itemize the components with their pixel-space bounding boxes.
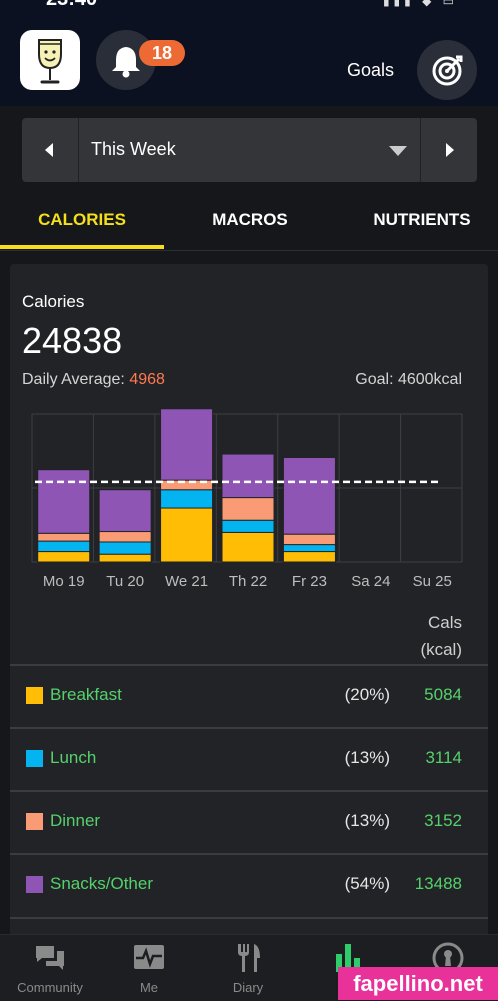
cals-header-line2: (kcal) xyxy=(420,640,462,659)
tab-calories[interactable]: CALORIES xyxy=(38,210,126,229)
top-bar xyxy=(0,10,498,106)
goals-label[interactable]: Goals xyxy=(347,60,395,80)
daily-average-label: Daily Average: xyxy=(22,371,125,388)
lunch-swatch xyxy=(26,750,43,767)
bar-snacks-other-3 xyxy=(221,453,275,499)
tab-nutrients[interactable]: NUTRIENTS xyxy=(373,210,471,229)
legend-percent: (13%) xyxy=(344,748,390,767)
legend-percent: (20%) xyxy=(344,685,390,704)
divider xyxy=(78,118,79,182)
dinner-swatch xyxy=(26,813,43,830)
previous-period-button[interactable] xyxy=(22,118,78,182)
bell-icon xyxy=(112,47,140,78)
next-period-button[interactable] xyxy=(421,118,477,182)
legend-value: 3152 xyxy=(424,811,462,830)
chat-icon xyxy=(36,946,64,970)
bar-lunch-4 xyxy=(282,544,336,553)
bar-lunch-3 xyxy=(221,519,275,533)
legend-row-snacks[interactable]: Snacks/Other (54%) 13488 xyxy=(10,854,488,916)
legend-name: Snacks/Other xyxy=(50,874,153,893)
tab-macros[interactable]: MACROS xyxy=(212,210,288,229)
bar-dinner-0 xyxy=(37,532,91,542)
snacks-swatch xyxy=(26,876,43,893)
notification-badge: 18 xyxy=(139,40,185,66)
bar-lunch-1 xyxy=(98,541,152,555)
daily-average: Daily Average: 4968 xyxy=(22,371,165,389)
legend-name: Breakfast xyxy=(50,685,122,704)
status-time: 23:40 xyxy=(46,0,97,10)
legend-name: Dinner xyxy=(50,811,101,830)
bar-snacks-other-4 xyxy=(282,457,336,535)
nav-me[interactable]: Me xyxy=(99,934,199,1000)
bar-dinner-1 xyxy=(98,531,152,543)
bar-snacks-other-1 xyxy=(98,489,152,533)
goal-text: Goal: 4600kcal xyxy=(355,371,462,388)
bar-snacks-other-0 xyxy=(37,469,91,534)
bar-breakfast-4 xyxy=(282,551,336,563)
daily-average-value: 4968 xyxy=(129,371,165,388)
legend-row-breakfast[interactable]: Breakfast (20%) 5084 xyxy=(10,665,488,727)
active-tab-indicator xyxy=(0,245,164,249)
x-tick-label: We 21 xyxy=(165,573,208,590)
bar-breakfast-2 xyxy=(160,507,214,563)
divider xyxy=(10,727,488,729)
bar-lunch-0 xyxy=(37,540,91,553)
nav-community[interactable]: Community xyxy=(0,934,100,1000)
divider xyxy=(10,664,488,666)
nav-diary[interactable]: Diary xyxy=(198,934,298,1000)
bar-snacks-other-2 xyxy=(160,408,214,481)
bar-dinner-4 xyxy=(282,533,336,546)
divider xyxy=(10,853,488,855)
status-bar: 23:40 ▮▮▮ ◆ ▭ xyxy=(0,0,498,10)
nav-label: Community xyxy=(17,980,83,995)
legend-percent: (13%) xyxy=(344,811,390,830)
bar-breakfast-0 xyxy=(37,551,91,563)
legend-value: 3114 xyxy=(425,748,462,767)
x-tick-label: Sa 24 xyxy=(351,573,390,590)
bar-chart-icon xyxy=(336,944,360,972)
cals-column-header: Cals (kcal) xyxy=(380,609,462,663)
bar-dinner-3 xyxy=(221,497,275,521)
legend-percent: (54%) xyxy=(344,874,390,893)
goals-button[interactable] xyxy=(417,40,477,100)
bar-lunch-2 xyxy=(160,489,214,509)
calories-bar-chart[interactable]: Mo 19 Tu 20 We 21 Th 22 Fr 23 Sa 24 Su 25 xyxy=(0,400,498,600)
divider xyxy=(0,250,498,251)
x-tick-label: Su 25 xyxy=(413,573,452,590)
bar-breakfast-3 xyxy=(221,531,275,563)
divider xyxy=(10,917,488,919)
dropdown-arrow-icon[interactable] xyxy=(388,144,408,162)
bar-breakfast-1 xyxy=(98,553,152,563)
x-tick-label: Th 22 xyxy=(229,573,267,590)
x-tick-label: Mo 19 xyxy=(43,573,85,590)
wine-glass-smiley-icon xyxy=(38,39,62,84)
breakfast-swatch xyxy=(26,687,43,704)
heart-pulse-icon xyxy=(134,945,164,969)
legend-name: Lunch xyxy=(50,748,97,767)
status-icons: ▮▮▮ ◆ ▭ xyxy=(382,0,458,8)
divider xyxy=(10,790,488,792)
app-logo[interactable] xyxy=(20,30,80,90)
legend-row-lunch[interactable]: Lunch (13%) 3114 xyxy=(10,728,488,790)
card-title: Calories xyxy=(22,292,85,311)
divider xyxy=(420,118,421,182)
chevron-right-icon xyxy=(446,143,454,157)
total-calories: 24838 xyxy=(22,320,123,361)
chevron-left-icon xyxy=(45,143,53,157)
calories-card xyxy=(10,264,488,944)
legend-value: 13488 xyxy=(414,874,462,893)
cals-header-line1: Cals xyxy=(427,613,462,632)
nav-label: Me xyxy=(139,980,159,995)
nav-label: Diary xyxy=(232,980,264,995)
legend-value: 5084 xyxy=(424,685,462,704)
date-range-dropdown[interactable]: This Week xyxy=(91,139,176,159)
target-icon xyxy=(432,55,463,86)
watermark: fapellino.net xyxy=(338,967,498,1000)
x-tick-label: Tu 20 xyxy=(106,573,144,590)
legend-row-dinner[interactable]: Dinner (13%) 3152 xyxy=(10,791,488,853)
x-tick-label: Fr 23 xyxy=(292,573,327,590)
fork-knife-icon xyxy=(238,944,260,972)
